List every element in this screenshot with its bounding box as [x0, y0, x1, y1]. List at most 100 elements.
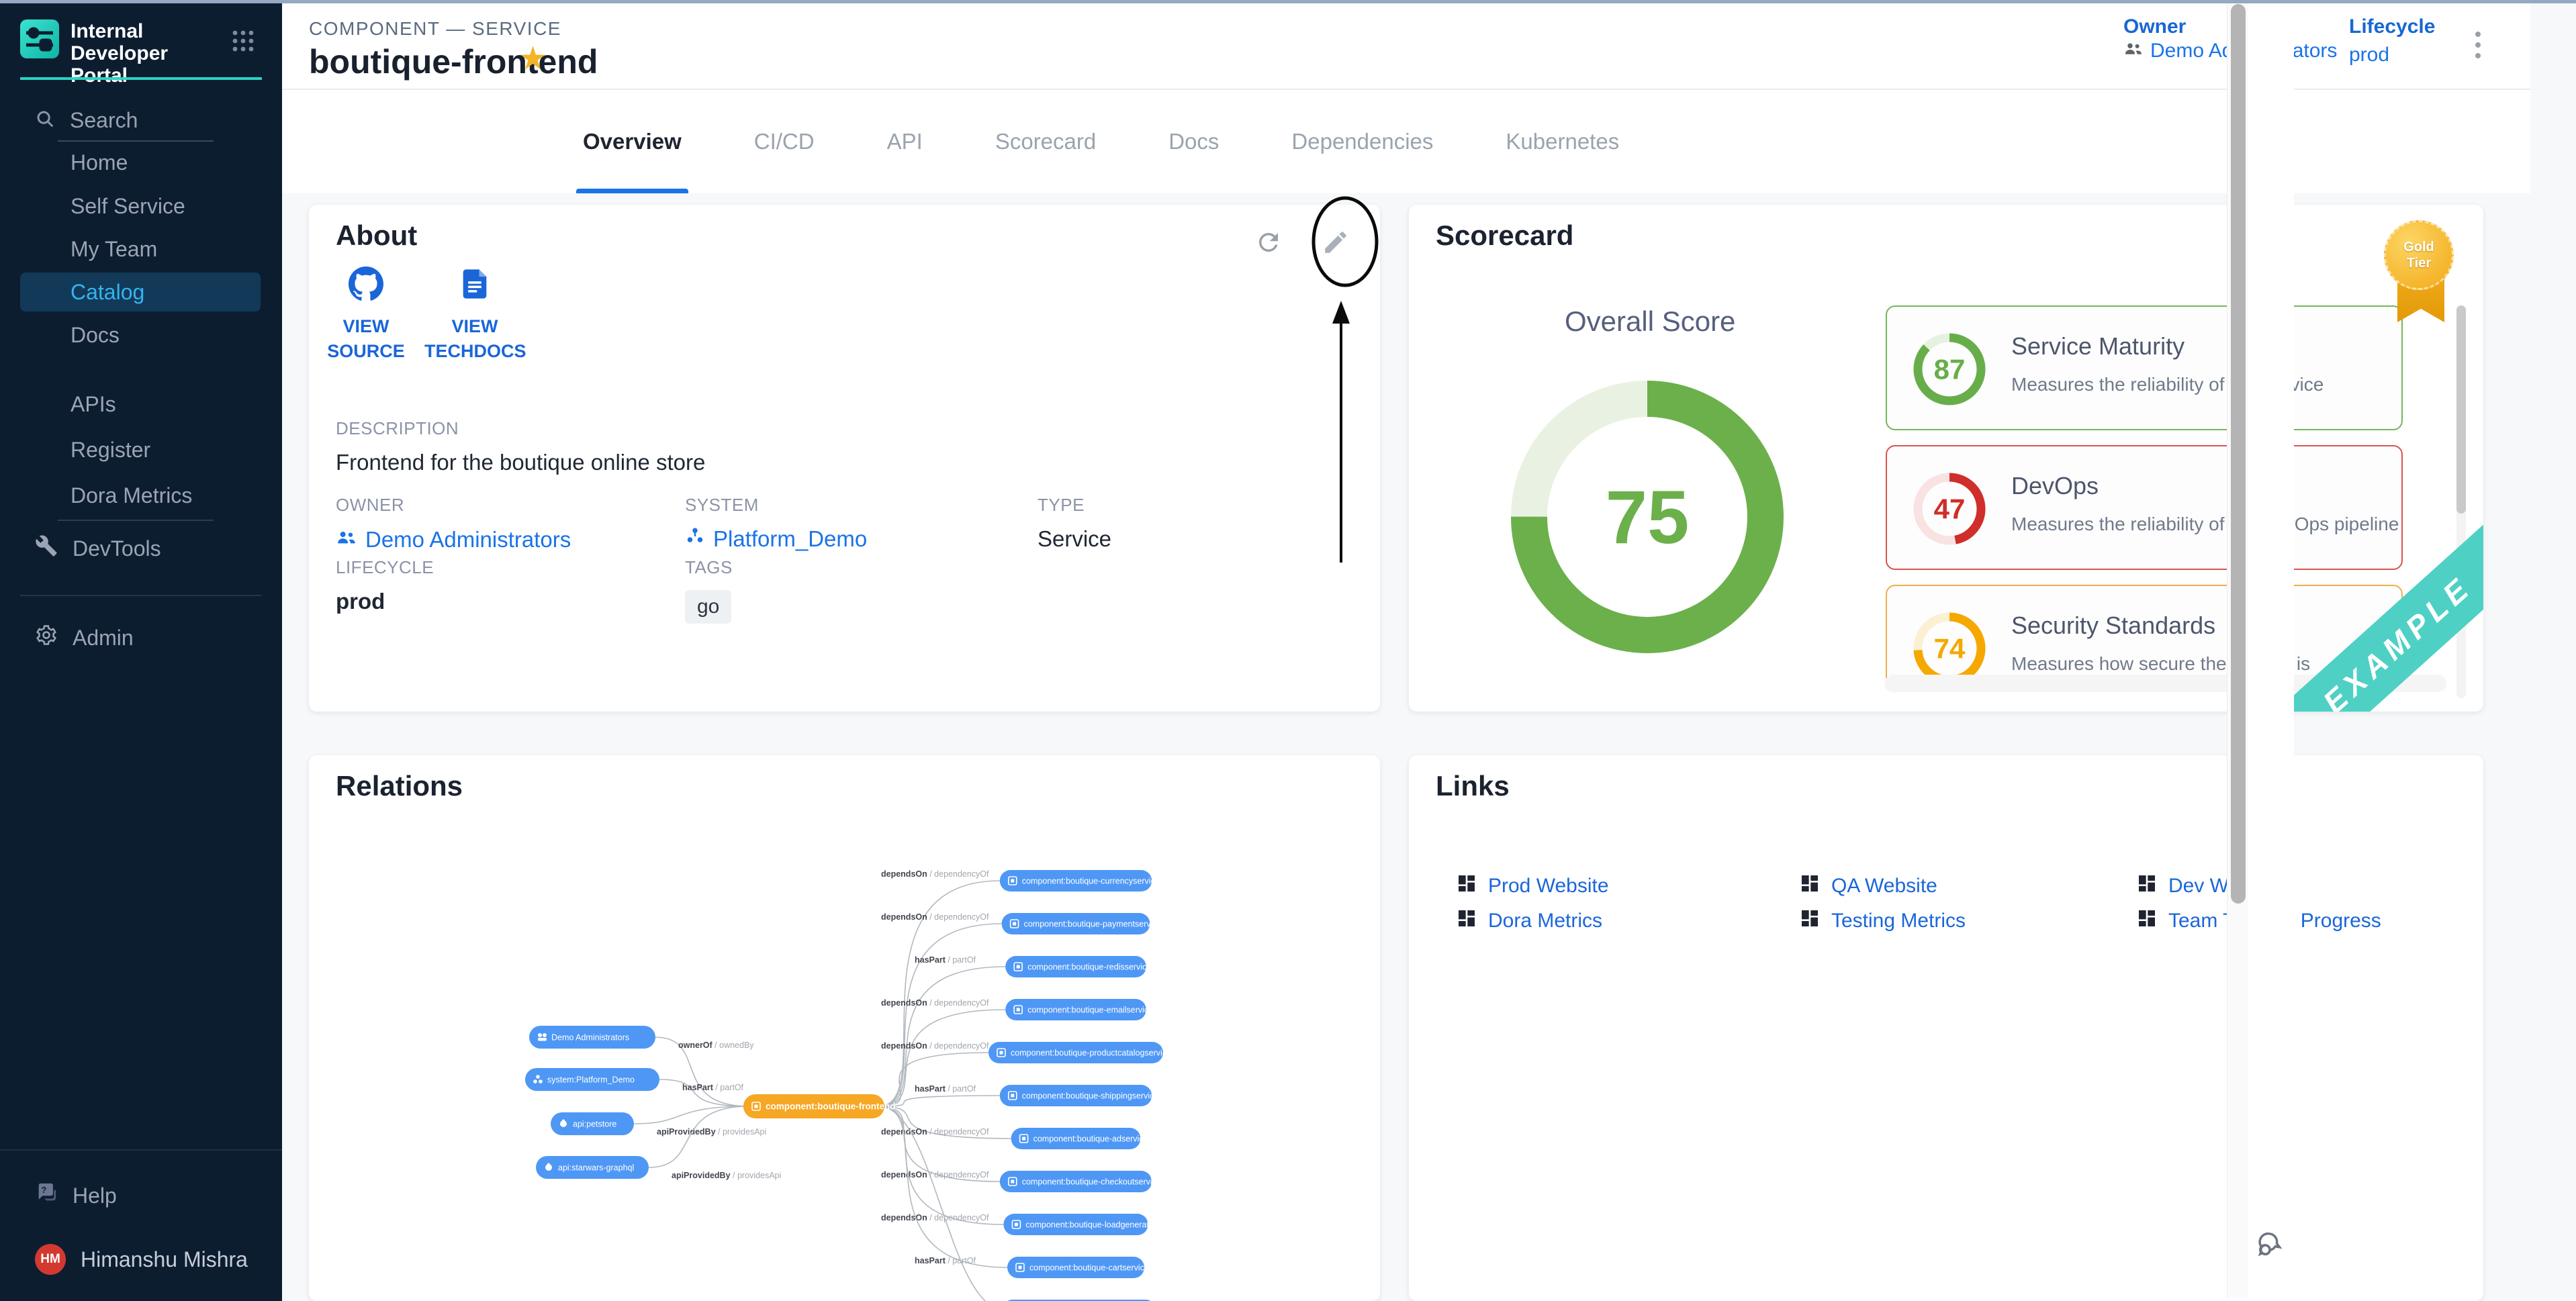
user-name: Himanshu Mishra: [81, 1247, 248, 1271]
sidebar-item-devtools[interactable]: DevTools: [20, 529, 261, 568]
graph-node[interactable]: system:Platform_Demo: [525, 1068, 659, 1091]
entity-header: COMPONENT — SERVICE boutique-frontend ★ …: [282, 3, 2530, 90]
owner-link[interactable]: Demo Administrators: [336, 526, 571, 553]
relations-graph[interactable]: Demo Administrators ownerOf / ownedBy syst…: [309, 755, 1380, 1301]
wrench-icon: [35, 534, 58, 563]
gold-tier-label: Gold Tier: [2403, 240, 2434, 271]
graph-node[interactable]: component:boutique-loadgenerator: [1003, 1214, 1156, 1235]
portal-logo[interactable]: [20, 19, 59, 58]
sidebar-item-label: Self Service: [71, 193, 185, 218]
sidebar-item-apis[interactable]: APIs: [20, 385, 261, 424]
svg-text:component:boutique-frontend: component:boutique-frontend: [766, 1102, 895, 1112]
dashboard-icon: [1799, 908, 1821, 934]
sidebar-divider-teal: [20, 77, 262, 80]
sidebar-item-label: APIs: [71, 391, 116, 416]
tab-kubernetes[interactable]: Kubernetes: [1469, 90, 1655, 193]
link-label: Testing Metrics: [1831, 910, 1966, 932]
about-card: About VIEW SOURCE VIEW TECHDOCS: [309, 205, 1380, 712]
graph-node[interactable]: component:boutique-paymentservice: [1001, 913, 1162, 934]
metric-name: DevOps: [2011, 472, 2099, 499]
entity-tabs: Overview CI/CD API Scorecard Docs Depend…: [282, 90, 2530, 193]
metric-name: Security Standards: [2011, 612, 2216, 639]
more-options-icon[interactable]: [2463, 23, 2493, 66]
graph-node[interactable]: component:boutique-currencyservice: [999, 870, 1160, 892]
link-dora-metrics[interactable]: Dora Metrics: [1456, 908, 1602, 934]
edge-label: dependsOn / dependencyOf: [881, 912, 989, 922]
edit-pencil-icon[interactable]: [1318, 225, 1353, 260]
page-title: boutique-frontend: [309, 43, 598, 81]
overall-score-label: Overall Score: [1565, 305, 1736, 337]
sidebar-item-home[interactable]: Home: [20, 143, 261, 182]
sidebar-item-admin[interactable]: Admin: [20, 618, 261, 657]
graph-node[interactable]: component:boutique-cartservice: [1007, 1257, 1149, 1278]
apps-grid-icon[interactable]: [230, 28, 257, 54]
sidebar-item-self-service[interactable]: Self Service: [20, 187, 261, 226]
view-source-button[interactable]: VIEW SOURCE: [316, 267, 416, 364]
search-input[interactable]: Search: [35, 104, 250, 136]
edge-label: hasPart / partOf: [915, 1256, 976, 1265]
link-qa-website[interactable]: QA Website: [1799, 873, 1937, 900]
graph-node[interactable]: component:boutique-redisservice: [1005, 956, 1151, 977]
metric-row-service-maturity[interactable]: 87 Service Maturity Measures the reliabi…: [1886, 305, 2403, 430]
metrics-scrollbar-thumb[interactable]: [2456, 305, 2466, 514]
sidebar-item-register[interactable]: Register: [20, 430, 261, 469]
metric-row-devops[interactable]: 47 DevOps Measures the reliability of th…: [1886, 445, 2403, 570]
metrics-scrollbar-track: [2456, 305, 2466, 698]
sidebar-item-my-team[interactable]: My Team: [20, 230, 261, 269]
tab-label: CI/CD: [753, 129, 815, 154]
edge-label: hasPart / partOf: [915, 1084, 976, 1094]
main-area: COMPONENT — SERVICE boutique-frontend ★ …: [282, 3, 2530, 1301]
sidebar-item-help[interactable]: ? Help: [20, 1176, 261, 1215]
graph-node[interactable]: Demo Administrators: [529, 1026, 655, 1049]
group-icon: [2123, 38, 2144, 64]
sidebar-divider: [58, 520, 214, 521]
system-link[interactable]: Platform_Demo: [685, 526, 867, 552]
graph-node-center[interactable]: component:boutique-frontend: [743, 1094, 895, 1118]
relations-title: Relations: [336, 770, 463, 802]
user-menu[interactable]: HM Himanshu Mishra: [20, 1239, 261, 1280]
graph-node[interactable]: api:starwars-graphql: [536, 1156, 649, 1179]
field-value: prod: [336, 589, 385, 614]
tab-cicd[interactable]: CI/CD: [718, 90, 851, 193]
links-title: Links: [1436, 770, 1510, 802]
graph-node[interactable]: api:petstore: [551, 1112, 634, 1135]
about-description: DESCRIPTION Frontend for the boutique on…: [336, 418, 705, 475]
tab-label: Scorecard: [995, 129, 1097, 154]
metric-row-security-standards[interactable]: 74 Security Standards Measures how secur…: [1886, 585, 2403, 681]
edge-label: dependsOn / dependencyOf: [881, 998, 989, 1008]
chat-bubbles-icon[interactable]: [2256, 1228, 2287, 1263]
graph-node[interactable]: component:boutique-productcatalogservice: [988, 1042, 1171, 1063]
sidebar-item-dora-metrics[interactable]: Dora Metrics: [20, 476, 261, 515]
search-placeholder: Search: [70, 107, 138, 132]
field-label: TYPE: [1038, 495, 1085, 515]
svg-text:component:boutique-adservice: component:boutique-adservice: [1033, 1135, 1148, 1144]
link-prod-website[interactable]: Prod Website: [1456, 873, 1609, 900]
edge-label: dependsOn / dependencyOf: [881, 869, 989, 879]
svg-text:component:boutique-checkoutser: component:boutique-checkoutservice: [1022, 1177, 1161, 1187]
search-underline: [58, 140, 214, 142]
sidebar-item-catalog[interactable]: Catalog: [20, 273, 261, 311]
svg-text:87: 87: [1934, 354, 1966, 385]
tab-api[interactable]: API: [851, 90, 959, 193]
graph-node[interactable]: component:boutique-emailservice: [1005, 999, 1153, 1020]
svg-text:Demo Administrators: Demo Administrators: [551, 1033, 629, 1043]
tag-chip[interactable]: go: [685, 590, 732, 624]
page-scrollbar-thumb[interactable]: [2231, 4, 2246, 904]
scorecard-metrics: 87 Service Maturity Measures the reliabi…: [1884, 305, 2455, 681]
graph-node[interactable]: component:boutique-shippingservice: [999, 1085, 1159, 1106]
graph-node[interactable]: component:boutique-checkoutservice: [999, 1171, 1161, 1192]
tab-label: Docs: [1168, 129, 1220, 154]
tab-docs[interactable]: Docs: [1132, 90, 1255, 193]
favorite-star-icon[interactable]: ★: [518, 41, 548, 77]
sidebar-item-docs[interactable]: Docs: [20, 316, 261, 354]
link-testing-metrics[interactable]: Testing Metrics: [1799, 908, 1966, 934]
about-system: SYSTEM Platform_Demo: [685, 495, 867, 552]
tab-scorecard[interactable]: Scorecard: [959, 90, 1132, 193]
tab-dependencies[interactable]: Dependencies: [1255, 90, 1469, 193]
view-techdocs-button[interactable]: VIEW TECHDOCS: [424, 267, 526, 364]
refresh-icon[interactable]: [1251, 225, 1286, 260]
search-icon: [35, 109, 55, 132]
tab-overview[interactable]: Overview: [547, 90, 718, 193]
graph-node[interactable]: component:boutique-adservice: [1011, 1128, 1148, 1149]
field-label: DESCRIPTION: [336, 418, 459, 438]
